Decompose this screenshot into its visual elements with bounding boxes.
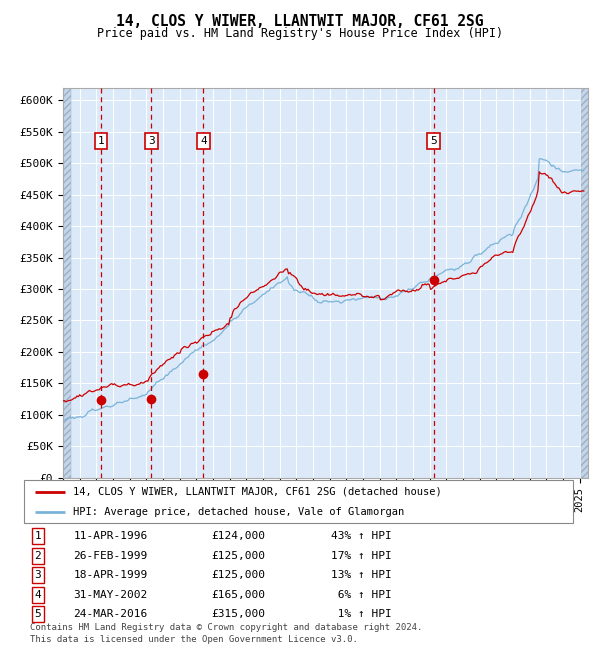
Text: 5: 5 bbox=[34, 609, 41, 619]
Text: Contains HM Land Registry data © Crown copyright and database right 2024.: Contains HM Land Registry data © Crown c… bbox=[30, 623, 422, 632]
Bar bbox=[63, 88, 71, 478]
Text: 1: 1 bbox=[98, 136, 104, 146]
Text: 4: 4 bbox=[200, 136, 207, 146]
Text: 18-APR-1999: 18-APR-1999 bbox=[73, 570, 148, 580]
Text: 17% ↑ HPI: 17% ↑ HPI bbox=[331, 551, 392, 561]
Text: £124,000: £124,000 bbox=[212, 531, 266, 541]
Text: £315,000: £315,000 bbox=[212, 609, 266, 619]
Text: 11-APR-1996: 11-APR-1996 bbox=[73, 531, 148, 541]
Text: 1: 1 bbox=[34, 531, 41, 541]
Text: 1% ↑ HPI: 1% ↑ HPI bbox=[331, 609, 392, 619]
Text: 13% ↑ HPI: 13% ↑ HPI bbox=[331, 570, 392, 580]
Text: £165,000: £165,000 bbox=[212, 590, 266, 600]
Text: 31-MAY-2002: 31-MAY-2002 bbox=[73, 590, 148, 600]
Text: 3: 3 bbox=[34, 570, 41, 580]
Text: 26-FEB-1999: 26-FEB-1999 bbox=[73, 551, 148, 561]
Text: 6% ↑ HPI: 6% ↑ HPI bbox=[331, 590, 392, 600]
Text: £125,000: £125,000 bbox=[212, 570, 266, 580]
Bar bbox=[581, 88, 589, 478]
Text: £125,000: £125,000 bbox=[212, 551, 266, 561]
Text: 14, CLOS Y WIWER, LLANTWIT MAJOR, CF61 2SG (detached house): 14, CLOS Y WIWER, LLANTWIT MAJOR, CF61 2… bbox=[73, 487, 442, 497]
Text: 4: 4 bbox=[34, 590, 41, 600]
Text: This data is licensed under the Open Government Licence v3.0.: This data is licensed under the Open Gov… bbox=[30, 634, 358, 644]
Text: HPI: Average price, detached house, Vale of Glamorgan: HPI: Average price, detached house, Vale… bbox=[73, 506, 404, 517]
Text: 5: 5 bbox=[430, 136, 437, 146]
Text: 24-MAR-2016: 24-MAR-2016 bbox=[73, 609, 148, 619]
Text: 43% ↑ HPI: 43% ↑ HPI bbox=[331, 531, 392, 541]
Text: 3: 3 bbox=[148, 136, 155, 146]
Text: 2: 2 bbox=[34, 551, 41, 561]
Text: 14, CLOS Y WIWER, LLANTWIT MAJOR, CF61 2SG: 14, CLOS Y WIWER, LLANTWIT MAJOR, CF61 2… bbox=[116, 14, 484, 29]
Text: Price paid vs. HM Land Registry's House Price Index (HPI): Price paid vs. HM Land Registry's House … bbox=[97, 27, 503, 40]
